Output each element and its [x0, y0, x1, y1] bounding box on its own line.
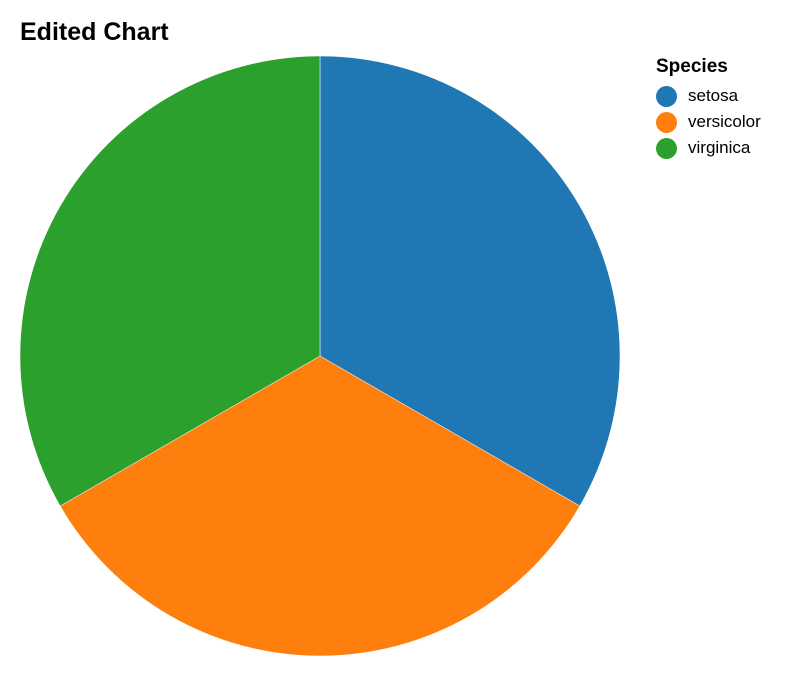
- legend-swatch-setosa: [656, 85, 677, 107]
- legend-item-versicolor: versicolor: [656, 109, 786, 135]
- legend-label-setosa: setosa: [688, 86, 739, 105]
- pie-slice-setosa: [319, 55, 621, 507]
- legend-swatch-virginica: [656, 137, 677, 159]
- pie-slices: [19, 55, 621, 657]
- legend-label-virginica: virginica: [688, 138, 751, 157]
- legend: Species setosa versicolor virginica: [656, 55, 786, 161]
- legend-item-setosa: setosa: [656, 83, 786, 109]
- chart-title: Edited Chart: [20, 18, 169, 46]
- legend-swatch-versicolor: [656, 111, 677, 133]
- pie-slice-virginica: [19, 55, 321, 507]
- legend-title: Species: [656, 56, 728, 77]
- legend-item-virginica: virginica: [656, 135, 786, 161]
- legend-label-versicolor: versicolor: [688, 112, 761, 131]
